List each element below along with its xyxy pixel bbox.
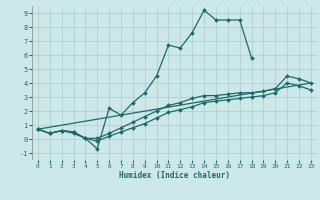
X-axis label: Humidex (Indice chaleur): Humidex (Indice chaleur) <box>119 171 230 180</box>
